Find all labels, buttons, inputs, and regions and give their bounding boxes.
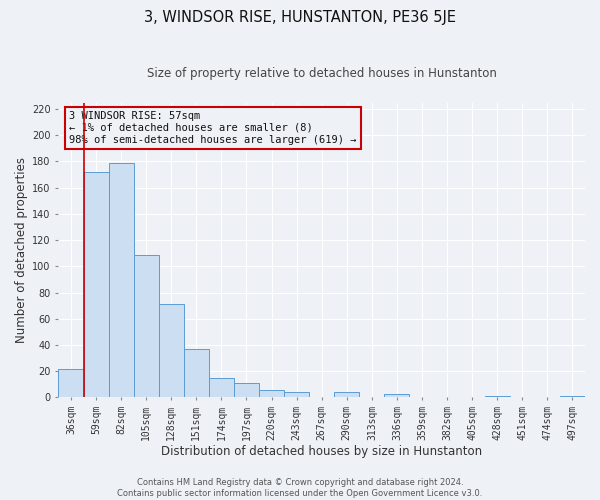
Bar	[284, 392, 309, 398]
Bar	[385, 394, 409, 398]
Text: 3, WINDSOR RISE, HUNSTANTON, PE36 5JE: 3, WINDSOR RISE, HUNSTANTON, PE36 5JE	[144, 10, 456, 25]
Text: Contains HM Land Registry data © Crown copyright and database right 2024.
Contai: Contains HM Land Registry data © Crown c…	[118, 478, 482, 498]
Bar	[109, 163, 134, 398]
Bar	[209, 378, 234, 398]
Bar	[159, 304, 184, 398]
Y-axis label: Number of detached properties: Number of detached properties	[15, 157, 28, 343]
Title: Size of property relative to detached houses in Hunstanton: Size of property relative to detached ho…	[147, 68, 497, 80]
Text: 3 WINDSOR RISE: 57sqm
← 1% of detached houses are smaller (8)
98% of semi-detach: 3 WINDSOR RISE: 57sqm ← 1% of detached h…	[69, 112, 356, 144]
Bar	[134, 254, 159, 398]
Bar	[83, 172, 109, 398]
Bar	[560, 396, 585, 398]
Bar	[259, 390, 284, 398]
Bar	[58, 368, 83, 398]
Bar	[184, 349, 209, 398]
Bar	[334, 392, 359, 398]
Bar	[485, 396, 510, 398]
Bar	[234, 383, 259, 398]
X-axis label: Distribution of detached houses by size in Hunstanton: Distribution of detached houses by size …	[161, 444, 482, 458]
